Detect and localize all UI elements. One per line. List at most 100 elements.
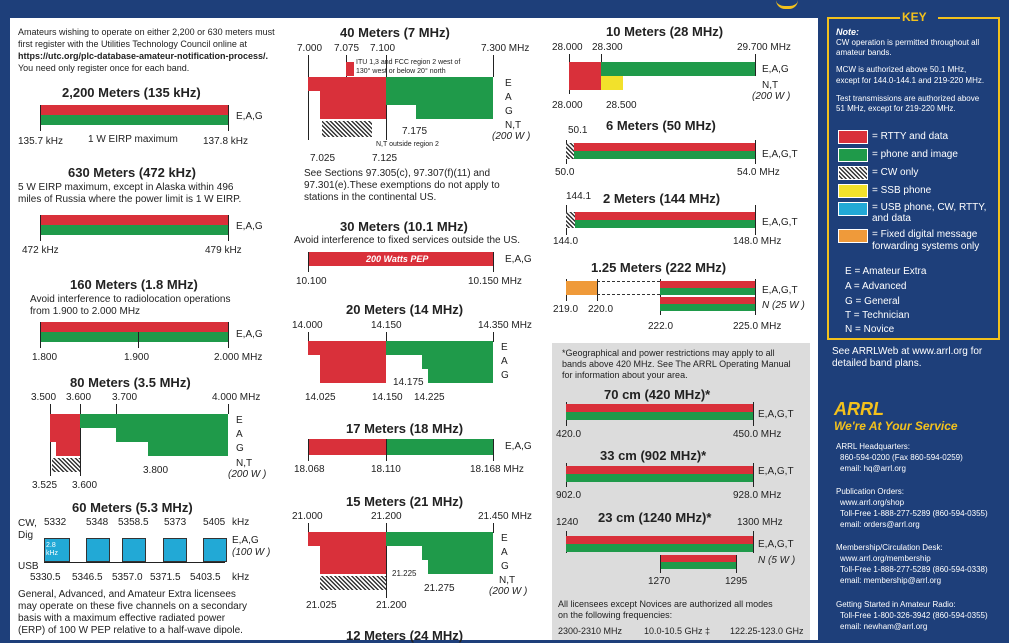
band-630-title: 630 Meters (472 kHz) [68, 165, 196, 180]
key-note: Note: [836, 27, 859, 37]
band-15-power: (200 W ) [489, 586, 528, 597]
band-15-f3: 21.450 MHz [478, 511, 532, 522]
key-item-fixed2: forwarding systems only [872, 241, 980, 252]
band-40-itu-bar [346, 62, 354, 76]
band-15-rtty-a [320, 546, 386, 560]
band-160-title: 160 Meters (1.8 MHz) [70, 277, 198, 292]
band-80-f7: 3.600 [72, 480, 98, 491]
band-15-nt: N,T [499, 575, 516, 586]
band-125-rtty [660, 281, 755, 288]
gray-panel [552, 343, 810, 640]
band-80-f5: 3.800 [143, 465, 169, 476]
band-2-phone-bar [575, 220, 755, 228]
band-33-lo: 902.0 [556, 490, 582, 501]
band-60-dig: Dig [18, 530, 34, 541]
allmodes-c3: 122.25-123.0 GHz [730, 626, 804, 636]
arrl-name: ARRL [834, 399, 884, 419]
key-lic-a: A = Advanced [845, 281, 907, 292]
band-20-a: A [501, 356, 508, 367]
band-6-top: 50.1 [568, 125, 588, 136]
band-23-lo: 1240 [556, 517, 579, 528]
tick [308, 523, 309, 533]
band-40-phone-g [416, 105, 493, 119]
geo-l1: *Geographical and power restrictions may… [562, 348, 775, 358]
arrl-gs2[interactable]: email: newham@arrl.org [840, 622, 928, 631]
band-125-f2: 220.0 [588, 304, 614, 315]
allmodes-l1: All licensees except Novices are authori… [558, 599, 773, 609]
band-80-title: 80 Meters (3.5 MHz) [70, 375, 191, 390]
arrl-po1[interactable]: www.arrl.org/shop [840, 498, 905, 507]
geo-l2: bands above 420 MHz. See The ARRL Operat… [562, 359, 791, 369]
band-10-phone-e [601, 62, 755, 76]
tick [755, 140, 756, 164]
band-80-cw-nt [52, 458, 80, 472]
band-15-f2: 21.200 [371, 511, 402, 522]
tick [493, 252, 494, 272]
band-23-f4: 1295 [725, 576, 748, 587]
band-70-lo: 420.0 [556, 429, 582, 440]
band-15-g: G [501, 561, 509, 572]
tick [386, 439, 387, 461]
band-33-class: E,A,G,T [758, 466, 794, 477]
band-6-hi: 54.0 MHz [737, 167, 780, 178]
arrl-po3[interactable]: email: orders@arrl.org [840, 520, 920, 529]
tick [755, 279, 756, 315]
band-20-f5: 14.025 [305, 392, 336, 403]
band-60-channel-5 [203, 538, 227, 562]
band-630-note1: 5 W EIRP maximum, except in Alaska withi… [18, 182, 234, 193]
band-80-f4: 4.000 MHz [212, 392, 261, 403]
band-60-title: 60 Meters (5.3 MHz) [72, 500, 193, 515]
arrl-hq2[interactable]: email: hq@arrl.org [840, 464, 906, 473]
band-15-phone-g [428, 560, 493, 574]
tick [40, 215, 41, 241]
band-60-class: E,A,G [232, 535, 259, 546]
key-title-bg [900, 10, 938, 24]
arrl-mc3[interactable]: email: membership@arrl.org [840, 576, 942, 585]
key-n2: amateur bands. [836, 48, 892, 57]
band-2200-phone-bar [40, 115, 228, 125]
band-160-f1: 1.800 [32, 352, 58, 363]
band-125-class: E,A,G,T [762, 285, 798, 296]
band-33-rtty [566, 466, 753, 474]
tick [753, 402, 754, 426]
band-60-top-3: 5373 [164, 517, 187, 528]
band-15-f5: 21.275 [424, 583, 455, 594]
tick [493, 439, 494, 461]
band-23-hi: 1300 MHz [737, 517, 783, 528]
tick [597, 279, 598, 301]
band-2-hi: 148.0 MHz [733, 236, 782, 247]
band-12-title: 12 Meters (24 MHz) [346, 628, 464, 643]
key-n3: MCW is authorized above 50.1 MHz, [836, 65, 967, 74]
band-60-bot-0: 5330.5 [30, 572, 61, 583]
band-20-g: G [501, 370, 509, 381]
band-60-top-1: 5348 [86, 517, 109, 528]
band-17-class: E,A,G [505, 441, 532, 452]
band-33-title: 33 cm (902 MHz)* [600, 448, 707, 463]
key-n6: 51 MHz, except for 219-220 MHz. [836, 104, 956, 113]
band-70-title: 70 cm (420 MHz)* [604, 387, 711, 402]
band-15-f1: 21.000 [292, 511, 323, 522]
arrl-mc1[interactable]: www.arrl.org/membership [840, 554, 931, 563]
band-20-phone-e [386, 341, 493, 355]
band-15-a: A [501, 547, 508, 558]
band-15-e: E [501, 533, 508, 544]
band-40-rtty-a [320, 91, 386, 105]
band-60-power: (100 W ) [232, 547, 271, 558]
band-17-rtty-bar [308, 439, 386, 455]
band-10-rtty-e [569, 62, 601, 76]
key-see1[interactable]: See ARRLWeb at www.arrl.org for [832, 346, 983, 357]
tick [755, 205, 756, 235]
band-630-rtty-bar [40, 215, 228, 225]
band-160-note1: Avoid interference to radiolocation oper… [30, 294, 231, 305]
band-60-bot-1: 5346.5 [72, 572, 103, 583]
tick [386, 332, 387, 342]
band-80-rtty-g [56, 442, 80, 456]
band-10-class: E,A,G [762, 64, 789, 75]
band-10-f2: 28.300 [592, 42, 623, 53]
band-15-rtty-e [308, 532, 386, 546]
band-160-f2: 1.900 [124, 352, 150, 363]
band-23-phone [566, 544, 753, 552]
band-70-rtty [566, 404, 753, 412]
intro-url[interactable]: https://utc.org/plc-database-amateur-not… [18, 51, 269, 61]
band-80-f2: 3.600 [66, 392, 92, 403]
